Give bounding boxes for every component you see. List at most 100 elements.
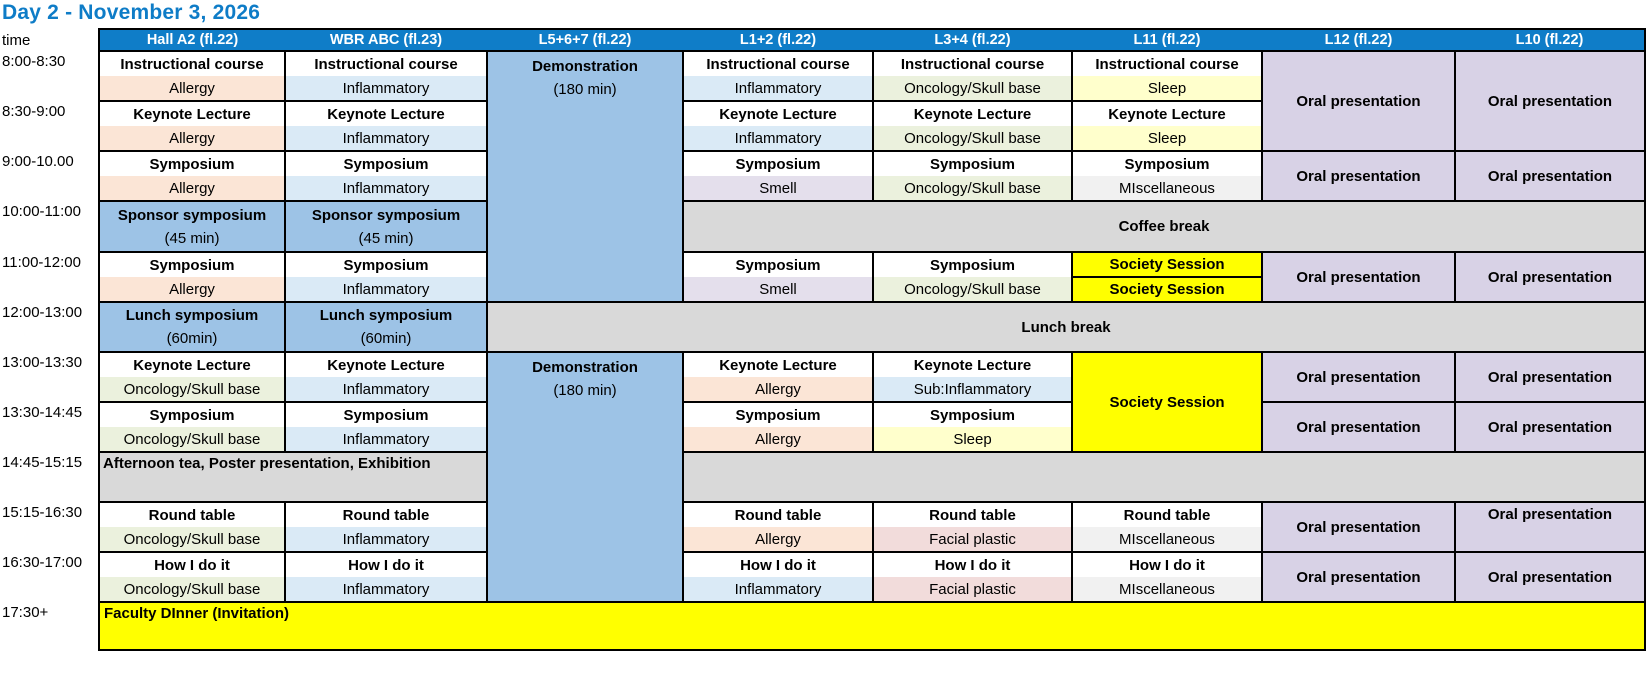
society-session-cell: Society Session (1071, 251, 1263, 278)
session-type-cell: Symposium (682, 150, 874, 176)
column-header-l10: L10 (fl.22) (1455, 28, 1646, 51)
session-topic-cell: MIscellaneous (1071, 527, 1263, 553)
session-topic-cell: Allergy (98, 277, 286, 303)
oral-presentation-cell: Oral presentation (1454, 401, 1646, 453)
oral-presentation-cell: Oral presentation (1261, 150, 1456, 202)
break-filler-cell (682, 451, 1646, 503)
demonstration-cell: Demonstration (180 min) (486, 50, 684, 303)
cell-line-primary: Sponsor symposium (311, 206, 461, 224)
session-type-cell: Instructional course (284, 50, 488, 76)
session-topic-cell: Inflammatory (284, 377, 488, 403)
session-type-cell: Round table (682, 501, 874, 527)
session-type-cell: Symposium (284, 150, 488, 176)
faculty-dinner-cell: Faculty DInner (Invitation) (98, 601, 1646, 651)
cell-line-primary: Demonstration (532, 359, 638, 376)
session-type-cell: Keynote Lecture (284, 100, 488, 126)
session-type-cell: Keynote Lecture (872, 100, 1073, 126)
session-type-cell: Symposium (872, 150, 1073, 176)
oral-presentation-cell: Oral presentation (1454, 501, 1646, 553)
session-topic-cell: Smell (682, 176, 874, 202)
session-topic-cell: Oncology/Skull base (98, 427, 286, 453)
session-type-cell: How I do it (98, 551, 286, 577)
afternoon-tea-cell: Afternoon tea, Poster presentation, Exhi… (98, 451, 488, 503)
society-session-cell: Society Session (1071, 276, 1263, 303)
column-header-l3-4: L3+4 (fl.22) (873, 28, 1072, 51)
schedule-table: time Hall A2 (fl.22) WBR ABC (fl.23) L5+… (0, 28, 1646, 651)
session-type-cell: Symposium (284, 401, 488, 427)
session-type-cell: Symposium (872, 401, 1073, 427)
session-type-cell: Symposium (682, 251, 874, 277)
session-topic-cell: Oncology/Skull base (98, 577, 286, 603)
oral-presentation-cell: Oral presentation (1454, 551, 1646, 603)
time-label: 16:30-17:00 (0, 552, 99, 602)
session-type-cell: Keynote Lecture (98, 100, 286, 126)
session-type-cell: Symposium (98, 251, 286, 277)
cell-line-secondary: (45 min) (358, 229, 414, 247)
cell-line-primary: Demonstration (532, 58, 638, 75)
time-label: 8:30-9:00 (0, 101, 99, 151)
oral-presentation-cell: Oral presentation (1261, 251, 1456, 303)
session-type-cell: Symposium (872, 251, 1073, 277)
session-type-cell: Symposium (98, 150, 286, 176)
oral-presentation-cell: Oral presentation (1454, 50, 1646, 152)
time-label: 9:00-10.00 (0, 151, 99, 201)
cell-line-secondary: (60min) (360, 330, 412, 347)
session-topic-cell: Allergy (98, 76, 286, 102)
session-type-cell: Keynote Lecture (98, 351, 286, 377)
time-label: 14:45-15:15 (0, 452, 99, 502)
session-type-cell: How I do it (872, 551, 1073, 577)
session-type-cell: Symposium (98, 401, 286, 427)
session-type-cell: Symposium (682, 401, 874, 427)
session-topic-cell: Oncology/Skull base (98, 377, 286, 403)
oral-presentation-cell: Oral presentation (1454, 251, 1646, 303)
session-topic-cell: Facial plastic (872, 527, 1073, 553)
session-type-cell: Round table (872, 501, 1073, 527)
session-topic-cell: Inflammatory (284, 427, 488, 453)
time-label: 13:00-13:30 (0, 352, 99, 402)
session-type-cell: Keynote Lecture (872, 351, 1073, 377)
session-type-cell: Keynote Lecture (284, 351, 488, 377)
session-topic-cell: Inflammatory (682, 76, 874, 102)
oral-presentation-cell: Oral presentation (1454, 351, 1646, 403)
demonstration-cell: Demonstration (180 min) (486, 351, 684, 603)
session-type-cell: Symposium (1071, 150, 1263, 176)
cell-line-secondary: (180 min) (553, 382, 617, 399)
time-label: 8:00-8:30 (0, 51, 99, 101)
session-topic-cell: Sleep (1071, 126, 1263, 152)
session-type-cell: Keynote Lecture (682, 100, 874, 126)
session-topic-cell: Facial plastic (872, 577, 1073, 603)
session-type-cell: How I do it (1071, 551, 1263, 577)
cell-line-secondary: (180 min) (553, 81, 617, 98)
session-topic-cell: Oncology/Skull base (98, 527, 286, 553)
sponsor-symposium-cell: Sponsor symposium (45 min) (98, 200, 286, 253)
cell-line-primary: Lunch symposium (125, 307, 259, 324)
time-label: 15:15-16:30 (0, 502, 99, 552)
session-topic-cell: Inflammatory (682, 126, 874, 152)
session-topic-cell: Sub:Inflammatory (872, 377, 1073, 403)
session-topic-cell: Sleep (1071, 76, 1263, 102)
session-topic-cell: Allergy (682, 427, 874, 453)
lunch-symposium-cell: Lunch symposium (60min) (98, 301, 286, 353)
column-header-wbr-abc: WBR ABC (fl.23) (285, 28, 487, 51)
session-topic-cell: MIscellaneous (1071, 577, 1263, 603)
oral-presentation-cell: Oral presentation (1261, 351, 1456, 403)
session-type-cell: How I do it (682, 551, 874, 577)
cell-line-primary: Sponsor symposium (117, 206, 267, 224)
session-topic-cell: Sleep (872, 427, 1073, 453)
session-type-cell: Keynote Lecture (682, 351, 874, 377)
column-header-l567: L5+6+7 (fl.22) (487, 28, 683, 51)
session-type-cell: Instructional course (98, 50, 286, 76)
column-header-hall-a2: Hall A2 (fl.22) (98, 28, 285, 51)
session-topic-cell: Inflammatory (284, 527, 488, 553)
session-topic-cell: MIscellaneous (1071, 176, 1263, 202)
session-topic-cell: Allergy (682, 527, 874, 553)
session-topic-cell: Allergy (682, 377, 874, 403)
time-column-header: time (0, 29, 99, 51)
lunch-break-cell: Lunch break (486, 301, 1646, 353)
session-type-cell: Round table (284, 501, 488, 527)
time-label: 12:00-13:00 (0, 302, 99, 352)
column-header-l1-2: L1+2 (fl.22) (683, 28, 873, 51)
session-type-cell: Instructional course (1071, 50, 1263, 76)
session-topic-cell: Inflammatory (284, 577, 488, 603)
session-type-cell: Keynote Lecture (1071, 100, 1263, 126)
